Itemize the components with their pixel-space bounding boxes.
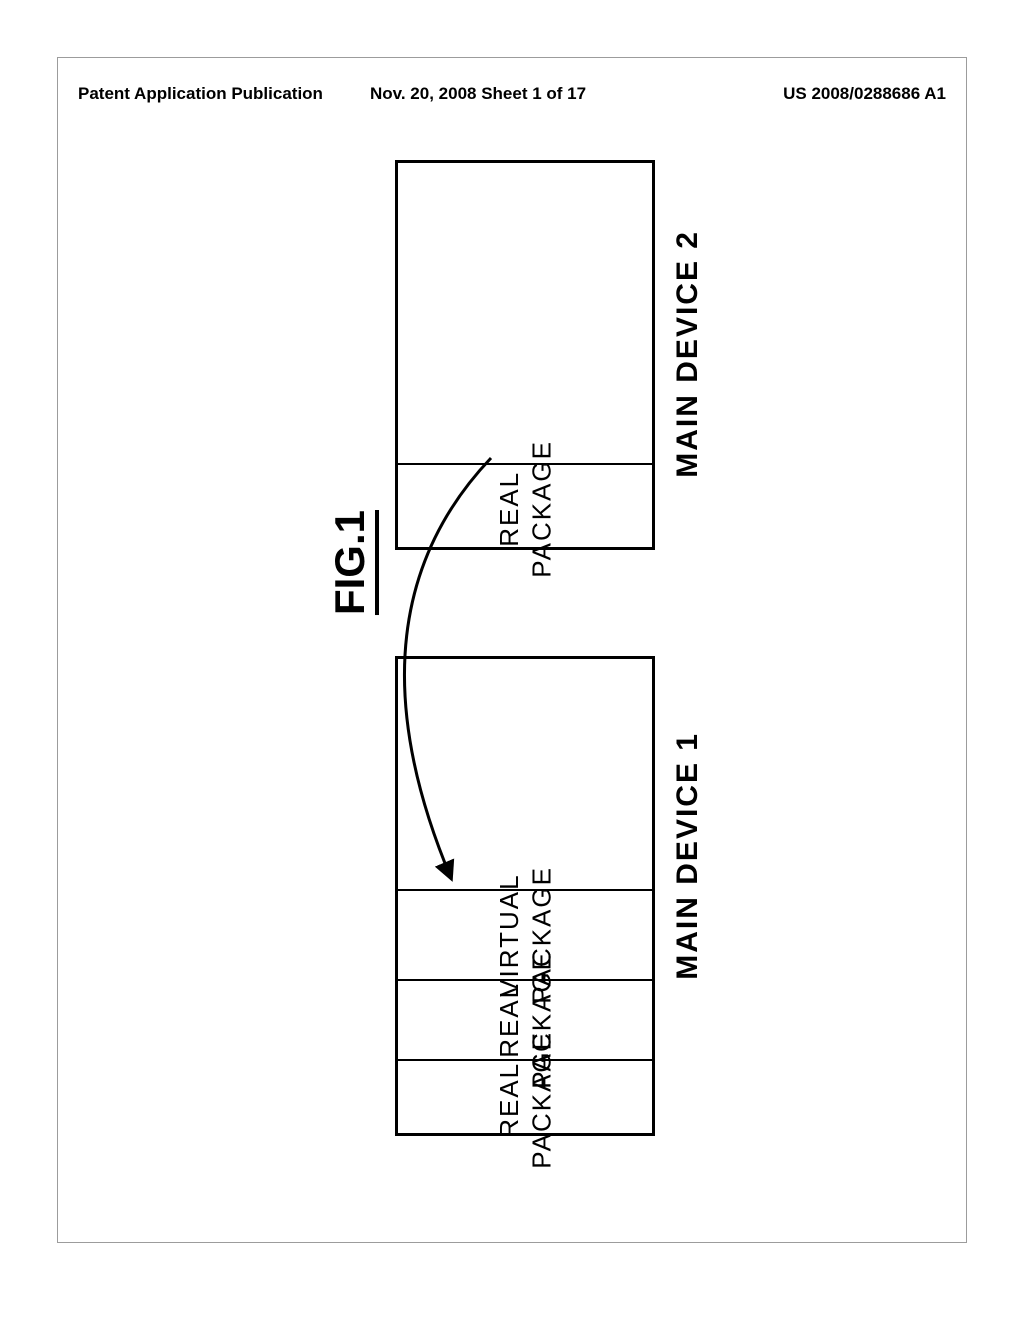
header-pubnum: US 2008/0288686 A1 <box>783 84 946 104</box>
header-publication: Patent Application Publication <box>78 84 323 104</box>
figure-1: FIG.1 REAL PACKAGE MAIN DEVICE 2 REAL PA… <box>205 160 723 1160</box>
mapping-arrow <box>205 160 723 1160</box>
header-date-sheet: Nov. 20, 2008 Sheet 1 of 17 <box>370 84 586 104</box>
